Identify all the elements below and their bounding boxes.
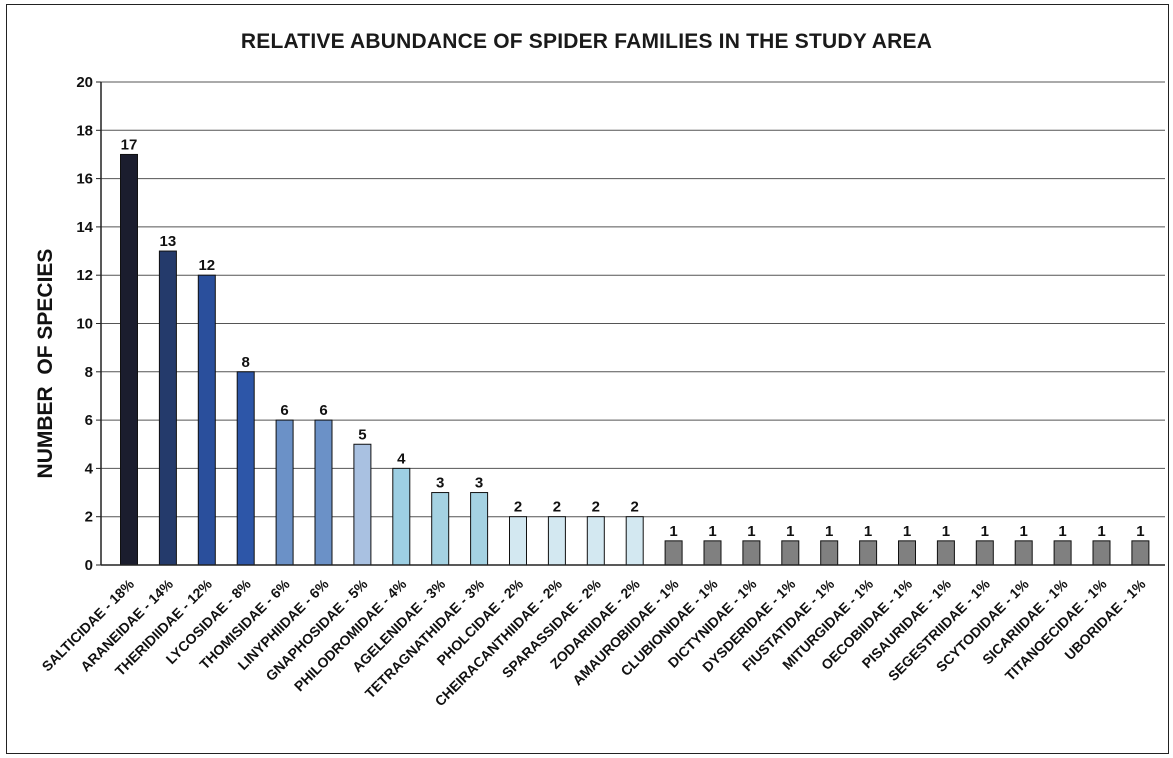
bar [781, 540, 800, 566]
bar [1092, 540, 1111, 566]
bar [703, 540, 722, 566]
bar [820, 540, 839, 566]
data-label: 1 [1058, 523, 1066, 540]
grid-lines [101, 81, 1165, 518]
y-axis-ticks: 0 2 4 6 8 10 12 14 16 18 20 [76, 74, 101, 574]
y-axis-title: NUMBER OF SPECIES [34, 249, 57, 479]
bar [120, 153, 138, 566]
bar [975, 540, 994, 566]
bar [1053, 540, 1072, 566]
y-tick-label: 20 [76, 74, 93, 91]
y-tick-label: 2 [85, 509, 93, 526]
bar [314, 419, 333, 566]
y-tick-label: 0 [85, 557, 93, 574]
data-label: 1 [825, 523, 833, 540]
bar [275, 419, 294, 566]
data-label: 1 [747, 523, 755, 540]
bar [859, 540, 878, 566]
bar [898, 540, 916, 566]
data-label: 5 [358, 426, 366, 443]
data-label: 2 [553, 499, 561, 516]
bar [1014, 540, 1033, 566]
bar [586, 516, 605, 566]
data-label: 1 [903, 523, 911, 540]
bar [742, 540, 761, 566]
data-label: 6 [319, 402, 327, 419]
data-label: 1 [981, 523, 989, 540]
bar [1131, 540, 1150, 566]
data-label: 6 [280, 402, 288, 419]
data-label: 17 [121, 136, 138, 153]
bar [547, 516, 566, 566]
y-tick-label: 10 [76, 316, 93, 333]
bar [197, 274, 216, 566]
y-tick-label: 12 [76, 267, 93, 284]
x-axis-categories: SALTICIDAE - 18%ARANEIDAE - 14%THERIDIID… [39, 575, 1149, 709]
y-tick-label: 4 [85, 460, 94, 477]
data-label: 8 [242, 354, 250, 371]
bar [509, 516, 527, 566]
bar [236, 371, 255, 566]
data-label: 2 [592, 499, 600, 516]
bar [392, 467, 411, 566]
data-label: 1 [1097, 523, 1105, 540]
bar [470, 492, 489, 566]
data-label: 2 [514, 499, 522, 516]
bar [625, 516, 644, 566]
bar [431, 492, 450, 566]
data-label: 12 [198, 257, 215, 274]
y-tick-label: 6 [85, 412, 93, 429]
chart-title: RELATIVE ABUNDANCE OF SPIDER FAMILIES IN… [240, 30, 933, 53]
bar [353, 443, 372, 566]
y-tick-label: 18 [76, 122, 93, 139]
data-label: 1 [1020, 523, 1028, 540]
bar [664, 540, 683, 566]
data-label: 2 [631, 499, 639, 516]
bar [936, 540, 955, 566]
y-tick-label: 16 [76, 171, 93, 188]
data-label: 1 [942, 523, 950, 540]
bar [158, 250, 177, 566]
y-tick-label: 14 [76, 219, 93, 236]
data-label: 4 [397, 450, 406, 467]
data-label: 1 [1136, 523, 1144, 540]
data-label: 1 [669, 523, 677, 540]
data-label: 1 [708, 523, 716, 540]
data-label: 1 [864, 523, 872, 540]
data-labels: 17 13 12 8 6 6 5 4 3 3 2 2 2 2 1 1 1 1 1 1 1 1 1 1 1 1 1 [121, 136, 1145, 539]
data-label: 13 [160, 233, 177, 250]
data-label: 3 [436, 475, 444, 492]
y-tick-label: 8 [85, 364, 93, 381]
data-label: 3 [475, 475, 483, 492]
data-label: 1 [786, 523, 794, 540]
